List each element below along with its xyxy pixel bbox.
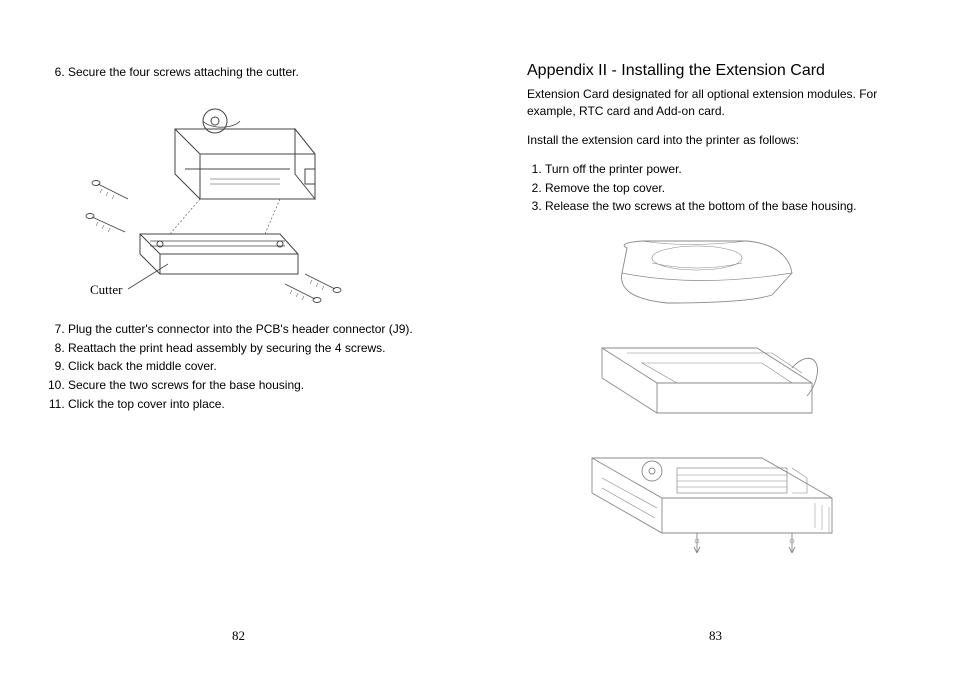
figure-printer-exploded bbox=[547, 233, 904, 563]
steps-list-b: Plug the cutter's connector into the PCB… bbox=[50, 321, 427, 413]
steps-list-a: Secure the four screws attaching the cut… bbox=[50, 64, 427, 81]
page-left: Secure the four screws attaching the cut… bbox=[0, 0, 477, 675]
step-item: Turn off the printer power. bbox=[545, 161, 904, 178]
figure-caption: Cutter bbox=[90, 281, 123, 299]
step-item: Secure the four screws attaching the cut… bbox=[68, 64, 427, 81]
page-number-left: 82 bbox=[0, 627, 477, 645]
step-item: Click back the middle cover. bbox=[68, 358, 427, 375]
step-item: Reattach the print head assembly by secu… bbox=[68, 340, 427, 357]
page-spread: Secure the four screws attaching the cut… bbox=[0, 0, 954, 675]
step-item: Secure the two screws for the base housi… bbox=[68, 377, 427, 394]
appendix-title: Appendix II - Installing the Extension C… bbox=[527, 60, 904, 82]
page-right: Appendix II - Installing the Extension C… bbox=[477, 0, 954, 675]
steps-list-right: Turn off the printer power. Remove the t… bbox=[527, 161, 904, 215]
intro-paragraph-2: Install the extension card into the prin… bbox=[527, 132, 904, 149]
step-item: Release the two screws at the bottom of … bbox=[545, 198, 904, 215]
step-item: Click the top cover into place. bbox=[68, 396, 427, 413]
intro-paragraph-1: Extension Card designated for all option… bbox=[527, 86, 904, 120]
cutter-diagram bbox=[80, 99, 360, 309]
page-number-right: 83 bbox=[477, 627, 954, 645]
printer-exploded-diagram bbox=[547, 233, 867, 563]
figure-cutter: Cutter bbox=[80, 99, 427, 309]
step-item: Plug the cutter's connector into the PCB… bbox=[68, 321, 427, 338]
step-item: Remove the top cover. bbox=[545, 180, 904, 197]
